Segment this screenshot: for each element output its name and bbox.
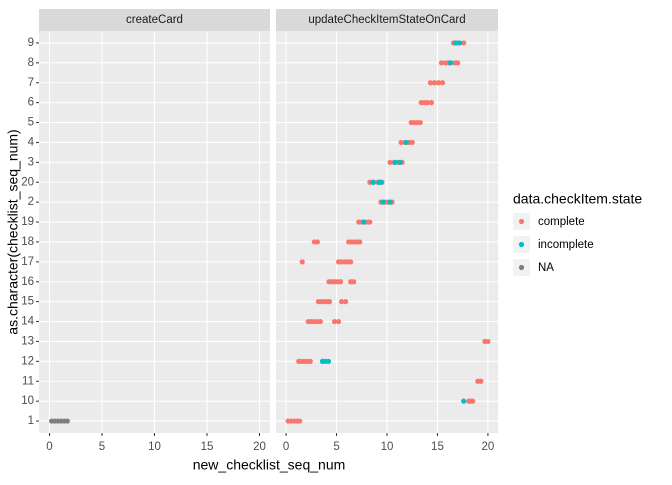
point [299, 259, 305, 265]
x-tick-label: 20 [482, 441, 495, 453]
x-tick-label: 10 [148, 441, 161, 453]
y-tick-label: 5 [28, 117, 34, 129]
point [461, 398, 467, 404]
y-tick-label: 20 [21, 176, 34, 188]
legend-marker [518, 264, 525, 271]
y-tick-label: 15 [21, 296, 34, 308]
point [428, 100, 434, 106]
point [325, 358, 332, 364]
y-tick-label: 14 [21, 316, 34, 328]
y-tick-label: 9 [28, 37, 34, 49]
point [338, 299, 345, 305]
x-tick-label: 15 [201, 441, 214, 453]
point [398, 139, 404, 146]
y-tick-label: 12 [21, 355, 34, 367]
point [439, 80, 446, 86]
point [317, 318, 323, 325]
y-tick-label: 11 [22, 375, 34, 387]
point [409, 139, 415, 146]
legend-title: data.checkItem.state [513, 191, 642, 207]
y-tick-label: 17 [21, 256, 34, 268]
point [348, 259, 354, 265]
y-axis-title: as.character(checklist_seq_num) [5, 129, 21, 334]
x-tick-label: 15 [431, 441, 444, 453]
y-tick-label: 7 [28, 77, 34, 89]
y-tick-label: 3 [28, 156, 34, 168]
point [397, 159, 403, 165]
y-tick-label: 16 [21, 276, 34, 288]
point [314, 239, 320, 245]
point [455, 60, 461, 66]
y-tick-label: 6 [28, 97, 34, 109]
point [461, 40, 467, 46]
point [64, 418, 70, 424]
strip-label: createCard [126, 14, 183, 26]
point [378, 179, 384, 185]
x-tick-label: 5 [333, 441, 339, 453]
point [478, 378, 484, 384]
point [370, 179, 376, 185]
y-tick-label: 8 [28, 57, 34, 69]
point [447, 60, 454, 66]
point [357, 239, 363, 245]
point [424, 100, 430, 106]
point [307, 358, 313, 364]
point [485, 338, 491, 345]
y-tick-label: 4 [28, 136, 35, 148]
x-tick-label: 10 [381, 441, 394, 453]
point [380, 199, 386, 205]
x-tick-label: 0 [283, 441, 289, 453]
point [361, 219, 367, 225]
point [331, 318, 338, 325]
point [337, 279, 344, 285]
point [470, 398, 476, 404]
point [457, 40, 463, 46]
point [367, 219, 373, 225]
y-tick-label: 18 [21, 236, 34, 248]
strip [276, 9, 498, 31]
x-tick-label: 0 [46, 441, 52, 453]
point [326, 299, 333, 305]
point [343, 299, 349, 305]
y-tick-label: 1 [28, 415, 34, 427]
point [297, 418, 303, 424]
y-tick-label: 2 [28, 196, 34, 208]
point [392, 159, 398, 165]
point [417, 119, 423, 126]
x-tick-label: 5 [99, 441, 105, 453]
y-tick-label: 19 [21, 216, 34, 228]
x-axis-title: new_checklist_seq_num [193, 457, 346, 473]
x-tick-label: 20 [253, 441, 266, 453]
point [435, 80, 442, 86]
legend-marker [518, 218, 525, 225]
strip [39, 9, 270, 31]
point [438, 60, 445, 66]
point [335, 318, 342, 325]
legend-label: NA [538, 262, 554, 274]
point [431, 80, 438, 86]
legend-marker [518, 241, 525, 248]
point [351, 279, 357, 285]
point [387, 199, 393, 205]
point [427, 80, 433, 86]
legend-label: complete [538, 216, 585, 228]
point [453, 40, 459, 46]
strip-label: updateCheckItemStateOnCard [308, 14, 465, 26]
point [403, 139, 409, 146]
legend-label: incomplete [538, 239, 594, 251]
y-tick-label: 13 [21, 335, 34, 347]
point [387, 159, 393, 165]
y-tick-label: 10 [21, 395, 34, 407]
